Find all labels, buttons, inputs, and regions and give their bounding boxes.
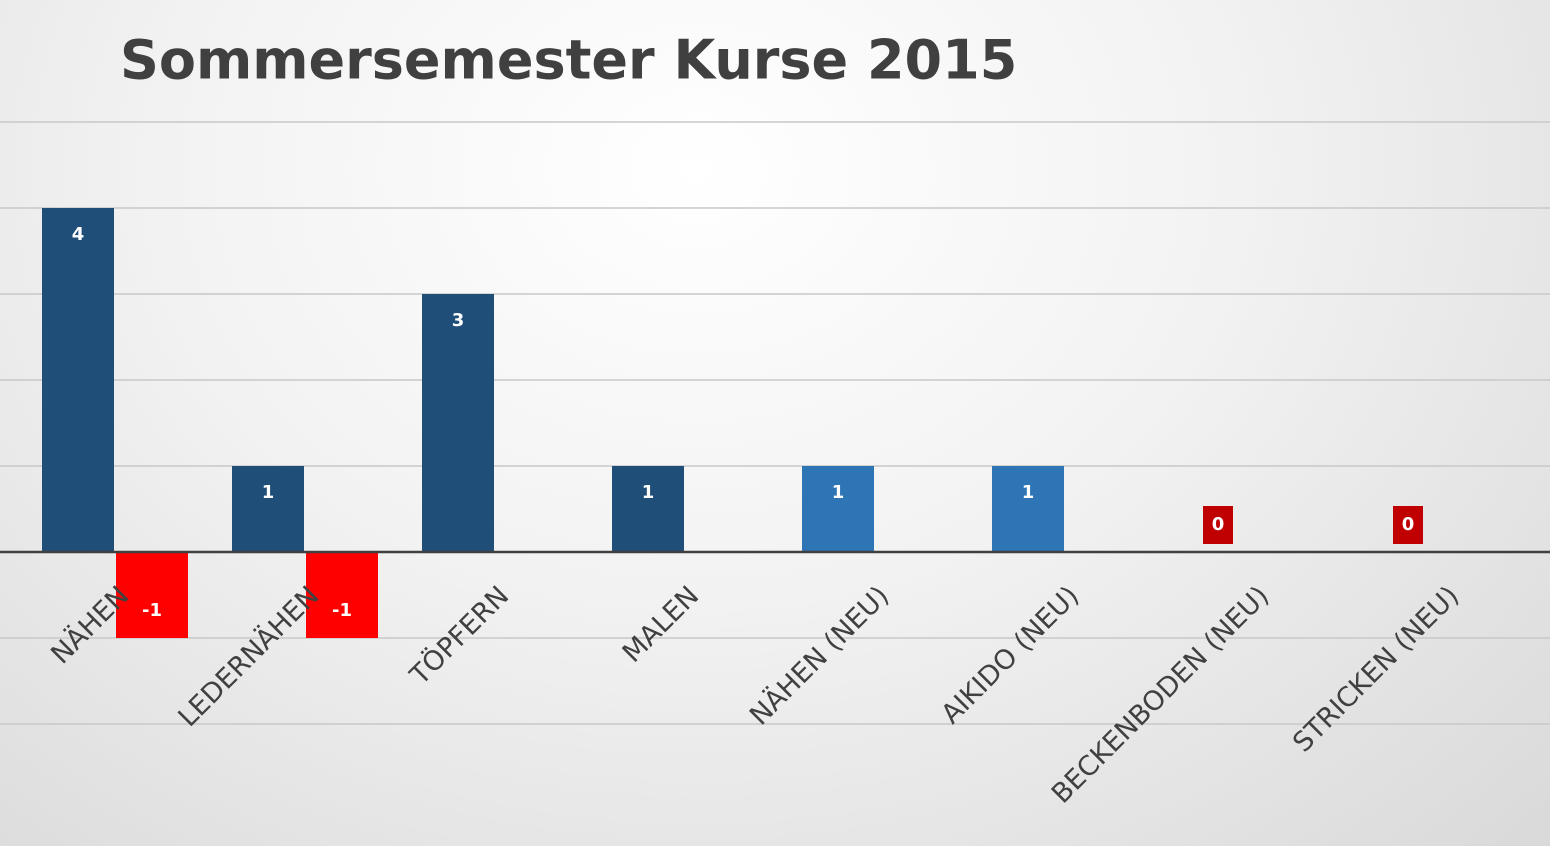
data-label: 3 [452,310,465,331]
data-label: 0 [1402,514,1415,535]
data-label: 4 [72,224,85,245]
data-label: 1 [1022,482,1035,503]
data-label: 1 [642,482,655,503]
data-label: 1 [262,482,275,503]
x-tick-label: BECKENBODEN (NEU) [1046,580,1275,809]
x-tick-label: TÖPFERN [403,580,515,692]
data-label-box [1393,506,1423,544]
data-label: 1 [832,482,845,503]
bar [116,552,188,638]
data-label-box [1203,506,1233,544]
bar [42,208,114,552]
data-label: -1 [142,600,162,621]
x-tick-label: MALEN [617,580,705,668]
data-label: 0 [1212,514,1225,535]
bar [422,294,494,552]
x-tick-label: AIKIDO (NEU) [935,580,1085,730]
bar [306,552,378,638]
bar [612,466,684,552]
x-tick-label: NÄHEN (NEU) [743,580,895,732]
chart-title: Sommersemester Kurse 2015 [120,29,1017,92]
x-tick-label: STRICKEN (NEU) [1287,580,1465,758]
bar [992,466,1064,552]
bar [802,466,874,552]
data-label: -1 [332,600,352,621]
x-tick-label: LEDERNÄHEN [172,580,325,733]
bar [232,466,304,552]
